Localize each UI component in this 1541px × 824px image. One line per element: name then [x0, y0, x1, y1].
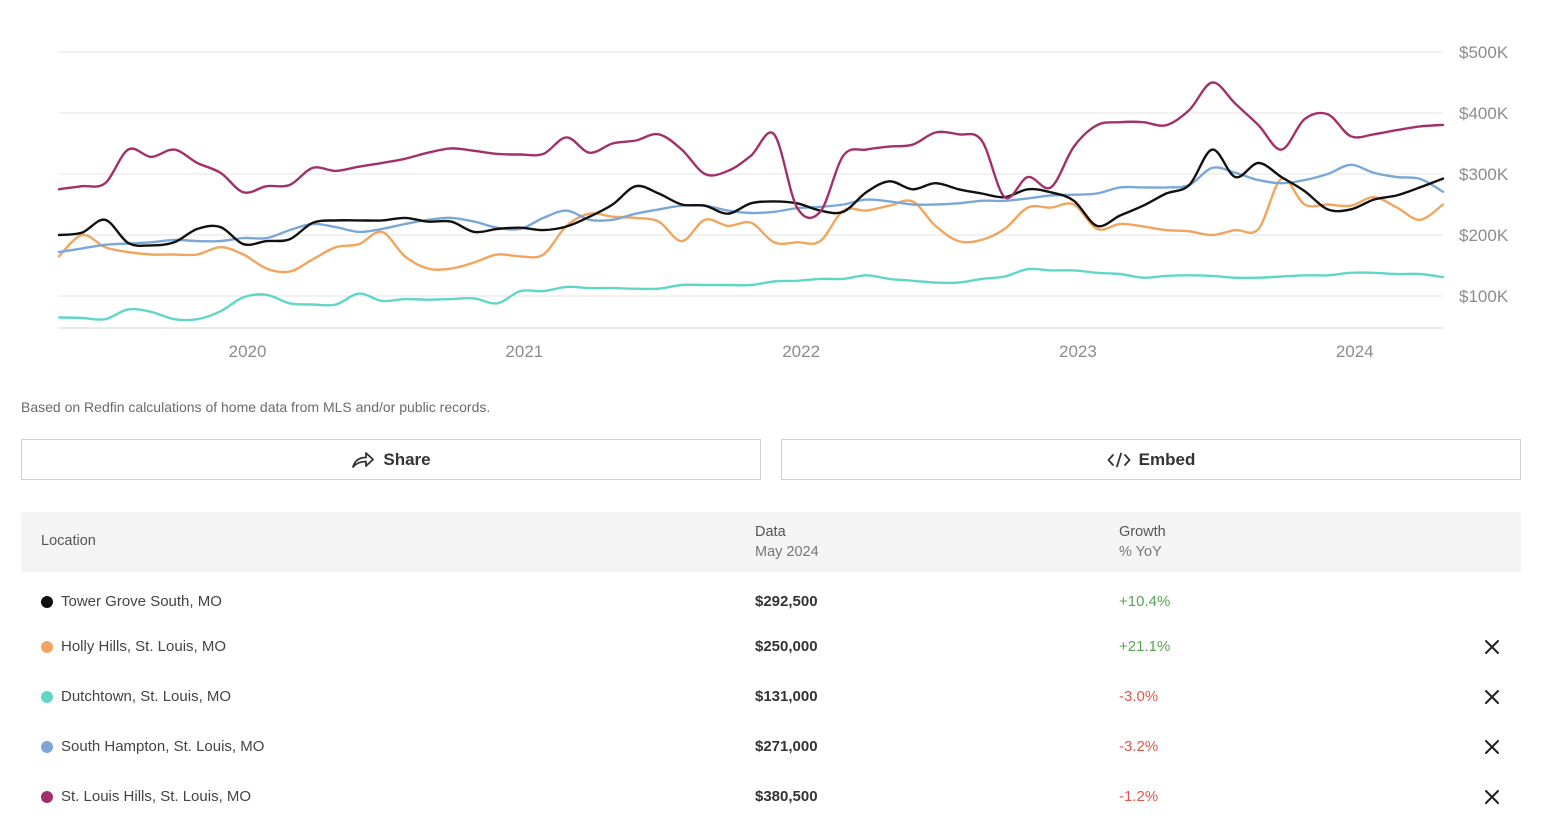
- close-icon: [1485, 790, 1499, 804]
- close-icon: [1485, 740, 1499, 754]
- location-name: South Hampton, St. Louis, MO: [61, 738, 265, 755]
- y-tick-label: $300K: [1459, 165, 1509, 184]
- header-data-label: Data: [755, 524, 786, 540]
- series-line-tower-grove-south-mo: [57, 148, 1445, 247]
- y-axis-tick-labels: $100K $200K $300K $400K $500K: [1459, 43, 1509, 306]
- table-row: Tower Grove South, MO $292,500 +10.4%: [21, 587, 1521, 617]
- close-icon: [1485, 640, 1499, 654]
- series-line-st-louis-hills-st-louis-mo: [57, 81, 1445, 219]
- share-icon: [351, 451, 375, 469]
- series-line-south-hampton-st-louis-mo: [57, 163, 1445, 254]
- chart-gridlines: [59, 51, 1443, 329]
- share-label: Share: [383, 449, 431, 469]
- growth-value: -1.2%: [1119, 788, 1159, 805]
- median-price-value: $292,500: [755, 593, 818, 610]
- y-tick-label: $200K: [1459, 226, 1509, 245]
- x-tick-label: 2020: [229, 342, 267, 361]
- table-row: Holly Hills, St. Louis, MO $250,000 +21.1%: [21, 632, 1521, 662]
- y-tick-label: $500K: [1459, 43, 1509, 62]
- share-button[interactable]: Share: [21, 439, 761, 480]
- series-color-dot: [41, 691, 53, 703]
- growth-value: -3.2%: [1119, 738, 1159, 755]
- growth-value: +21.1%: [1119, 638, 1171, 655]
- header-data: Data May 2024: [755, 522, 819, 562]
- embed-button[interactable]: Embed: [781, 439, 1521, 480]
- series-color-dot: [41, 641, 53, 653]
- header-data-period: May 2024: [755, 544, 819, 560]
- growth-value: -3.0%: [1119, 688, 1159, 705]
- price-trend-chart[interactable]: $100K$200K$300K$400K$500K 2020 2021 2022 20…: [0, 0, 1541, 380]
- table-row: St. Louis Hills, St. Louis, MO $380,500 -1…: [21, 782, 1521, 812]
- header-location: Location: [41, 533, 96, 549]
- embed-label: Embed: [1138, 449, 1196, 469]
- series-line-dutchtown-st-louis-mo: [57, 267, 1445, 322]
- series-color-dot: [41, 741, 53, 753]
- x-tick-label: 2023: [1059, 342, 1097, 361]
- median-price-value: $380,500: [755, 788, 818, 805]
- x-axis-tick-labels: 2020 2021 2022 2023 2024: [229, 342, 1374, 361]
- comparison-table: Location Data May 2024 Growth % YoY Towe…: [21, 512, 1521, 805]
- median-price-value: $250,000: [755, 638, 818, 655]
- x-tick-label: 2024: [1336, 342, 1374, 361]
- location-name: Dutchtown, St. Louis, MO: [61, 688, 232, 705]
- remove-location-button[interactable]: [1482, 737, 1502, 757]
- table-row: Dutchtown, St. Louis, MO $131,000 -3.0%: [21, 682, 1521, 712]
- close-icon: [1485, 690, 1499, 704]
- remove-location-button[interactable]: [1482, 787, 1502, 807]
- series-line-holly-hills-st-louis-mo: [57, 177, 1445, 274]
- y-tick-label: $100K: [1459, 287, 1509, 306]
- chart-series-lines: [57, 81, 1445, 322]
- header-growth-label: Growth: [1119, 524, 1166, 540]
- median-price-value: $271,000: [755, 738, 818, 755]
- header-growth-unit: % YoY: [1119, 544, 1162, 560]
- location-name: Tower Grove South, MO: [61, 593, 222, 610]
- remove-location-button[interactable]: [1482, 637, 1502, 657]
- series-color-dot: [41, 791, 53, 803]
- code-icon: [1107, 452, 1131, 468]
- y-tick-label: $400K: [1459, 104, 1509, 123]
- growth-value: +10.4%: [1119, 593, 1171, 610]
- series-color-dot: [41, 596, 53, 608]
- table-header: Location Data May 2024 Growth % YoY: [21, 512, 1521, 572]
- x-tick-label: 2022: [782, 342, 820, 361]
- location-name: St. Louis Hills, St. Louis, MO: [61, 788, 252, 805]
- source-footnote: Based on Redfin calculations of home dat…: [21, 399, 491, 415]
- median-price-value: $131,000: [755, 688, 818, 705]
- remove-location-button[interactable]: [1482, 687, 1502, 707]
- location-name: Holly Hills, St. Louis, MO: [61, 638, 227, 655]
- table-row: South Hampton, St. Louis, MO $271,000 -3.2…: [21, 732, 1521, 762]
- header-growth: Growth % YoY: [1119, 522, 1166, 562]
- x-tick-label: 2021: [505, 342, 543, 361]
